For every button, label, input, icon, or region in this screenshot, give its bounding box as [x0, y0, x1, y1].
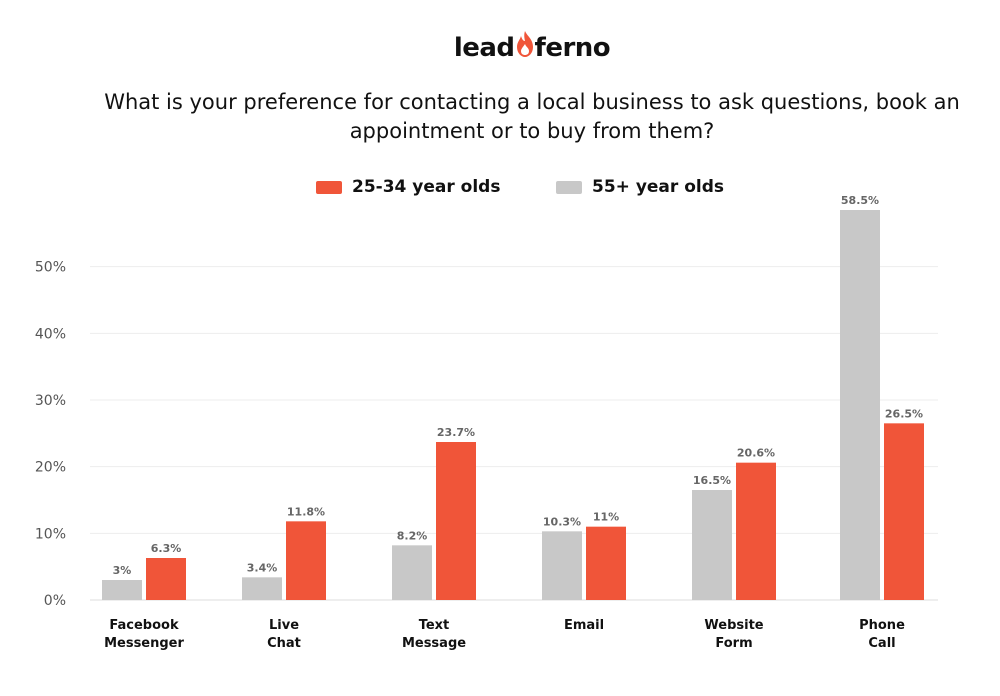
y-tick-label: 0% — [44, 593, 66, 609]
x-tick-label: Phone — [859, 618, 905, 633]
y-tick-label: 10% — [35, 526, 66, 542]
data-label: 26.5% — [885, 407, 923, 420]
data-label: 11% — [593, 511, 619, 524]
x-tick-label: Text — [419, 618, 450, 633]
bar — [102, 580, 142, 600]
data-label: 58.5% — [841, 194, 879, 207]
data-label: 11.8% — [287, 505, 325, 518]
logo-text-right: ferno — [534, 33, 611, 63]
x-tick-label: Message — [402, 636, 466, 651]
data-label: 3% — [113, 564, 132, 577]
y-tick-label: 20% — [35, 460, 66, 476]
bar — [692, 490, 732, 600]
x-tick-label: Messenger — [104, 636, 184, 651]
legend-swatch-25-34 — [316, 180, 342, 194]
bar — [884, 423, 924, 600]
legend-label-25-34: 25-34 year olds — [352, 177, 501, 197]
flame-icon — [515, 30, 535, 65]
bar — [286, 521, 326, 600]
bar — [542, 531, 582, 600]
data-label: 8.2% — [397, 529, 428, 542]
x-tick-label: Chat — [267, 636, 301, 651]
x-tick-label: Call — [868, 636, 895, 651]
legend-item-25-34: 25-34 year olds — [316, 177, 500, 197]
data-label: 20.6% — [737, 447, 775, 460]
y-tick-label: 40% — [35, 326, 66, 342]
data-label: 6.3% — [151, 542, 182, 555]
legend-item-55-plus: 55+ year olds — [556, 177, 724, 197]
logo: lead ferno — [0, 30, 1000, 65]
y-tick-label: 30% — [35, 393, 66, 409]
data-label: 23.7% — [437, 426, 475, 439]
data-label: 16.5% — [693, 474, 731, 487]
x-tick-label: Form — [715, 636, 752, 651]
legend: 25-34 year olds 55+ year olds — [0, 177, 1000, 201]
legend-label-55-plus: 55+ year olds — [592, 177, 724, 197]
logo-text-left: lead — [453, 33, 515, 63]
bar — [840, 210, 880, 600]
y-tick-label: 50% — [35, 260, 66, 276]
x-tick-label: Facebook — [109, 618, 179, 633]
x-tick-label: Email — [564, 618, 604, 633]
bar — [736, 462, 776, 600]
legend-swatch-55-plus — [556, 180, 582, 194]
x-tick-label: Live — [269, 618, 299, 633]
data-label: 3.4% — [247, 561, 278, 574]
bar — [392, 545, 432, 600]
data-label: 10.3% — [543, 515, 581, 528]
bar — [436, 442, 476, 600]
x-tick-label: Website — [704, 618, 763, 633]
chart-title: What is your preference for contacting a… — [104, 90, 960, 143]
bar — [242, 577, 282, 600]
bar — [146, 558, 186, 600]
bar — [586, 526, 626, 600]
